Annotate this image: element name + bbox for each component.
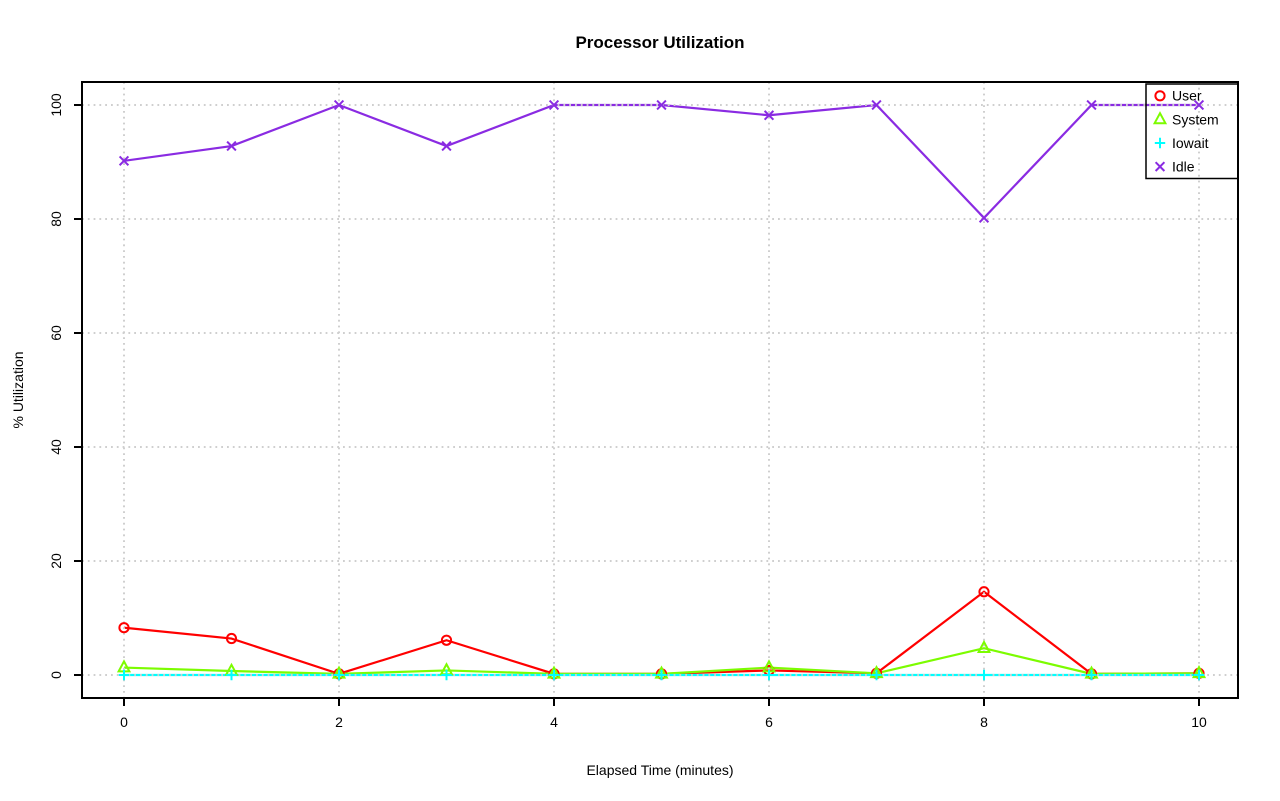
y-tick-label: 40	[48, 439, 64, 455]
series-line-idle	[123, 103, 1199, 220]
y-tick-label: 20	[48, 553, 64, 569]
y-tick-label: 0	[48, 671, 64, 679]
marker-iowait	[333, 669, 345, 681]
marker-iowait	[226, 669, 237, 681]
legend-box	[1145, 83, 1239, 180]
x-tick-label: 6	[765, 714, 773, 730]
legend-label-system: System	[1172, 111, 1219, 127]
marker-iowait	[656, 669, 667, 681]
marker-idle	[118, 155, 130, 166]
legend-label-idle: Idle	[1172, 159, 1195, 175]
marker-user	[978, 586, 990, 598]
y-tick-label: 100	[48, 93, 64, 117]
y-axis-title: % Utilization	[10, 351, 26, 429]
legend-marker-idle	[1154, 161, 1166, 172]
marker-idle	[226, 140, 237, 152]
marker-iowait	[548, 669, 560, 681]
y-tick-label: 80	[48, 211, 64, 227]
marker-idle	[1086, 99, 1097, 111]
plot-border	[81, 81, 1239, 699]
chart-title: Processor Utilization	[575, 33, 745, 52]
marker-idle	[441, 140, 452, 152]
marker-iowait	[763, 669, 775, 681]
legend-marker-system	[1152, 111, 1168, 125]
x-tick-label: 4	[550, 714, 558, 730]
marker-iowait	[118, 669, 130, 681]
marker-idle	[548, 99, 560, 111]
x-axis-title: Elapsed Time (minutes)	[586, 762, 734, 778]
marker-idle	[871, 99, 882, 111]
legend-marker-iowait	[1154, 137, 1166, 149]
marker-user	[440, 634, 453, 646]
x-tick-label: 10	[1191, 714, 1207, 730]
marker-idle	[656, 99, 667, 111]
marker-iowait	[1086, 669, 1097, 681]
legend-label-iowait: Iowait	[1172, 135, 1209, 151]
x-tick-label: 0	[120, 714, 128, 730]
marker-iowait	[1193, 669, 1205, 681]
marker-iowait	[871, 669, 882, 681]
marker-user	[118, 622, 130, 634]
marker-iowait	[441, 669, 452, 681]
x-tick-label: 8	[980, 714, 988, 730]
y-tick-label: 60	[48, 325, 64, 341]
marker-idle	[978, 212, 990, 223]
marker-user	[225, 632, 238, 645]
marker-idle	[763, 110, 775, 121]
marker-idle	[1193, 99, 1205, 111]
marker-idle	[333, 99, 345, 111]
x-tick-label: 2	[335, 714, 343, 730]
marker-system	[976, 639, 992, 654]
legend-label-user: User	[1172, 88, 1202, 104]
legend-marker-user	[1154, 90, 1166, 102]
marker-iowait	[978, 669, 990, 681]
